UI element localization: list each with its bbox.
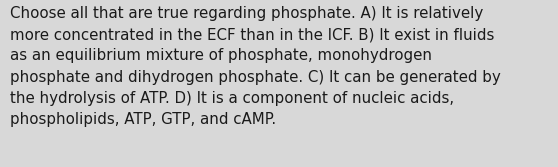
Text: Choose all that are true regarding phosphate. A) It is relatively
more concentra: Choose all that are true regarding phosp… xyxy=(10,6,501,127)
